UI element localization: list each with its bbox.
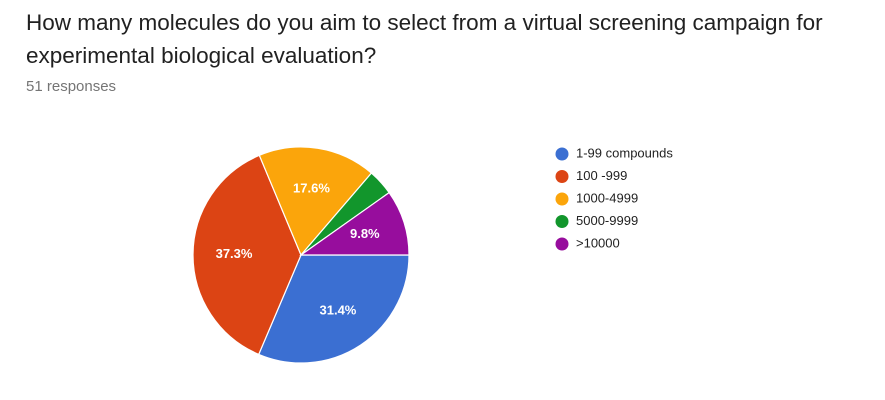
slice-label: 31.4% (320, 302, 357, 317)
legend-label: >10000 (576, 235, 620, 250)
slice-label: 37.3% (216, 246, 253, 261)
legend-swatch (555, 170, 569, 183)
legend-swatch (555, 147, 569, 161)
legend-label: 5000-9999 (576, 213, 638, 228)
slice-label: 9.8% (350, 226, 380, 241)
slice-label: 17.6% (293, 180, 330, 195)
legend-label: 1-99 compounds (576, 145, 673, 160)
chart-title: How many molecules do you aim to select … (26, 10, 823, 68)
pie-slice (257, 254, 410, 364)
legend-label: 100 -999 (576, 168, 627, 183)
pie-slice (192, 154, 302, 356)
pie-slice (258, 146, 373, 257)
legend-swatch (555, 215, 569, 228)
pie-slice (299, 191, 410, 256)
response-count: 51 responses (26, 78, 117, 95)
legend-swatch (555, 237, 569, 251)
legend-swatch (555, 192, 569, 206)
legend-label: 1000-4999 (576, 190, 638, 205)
